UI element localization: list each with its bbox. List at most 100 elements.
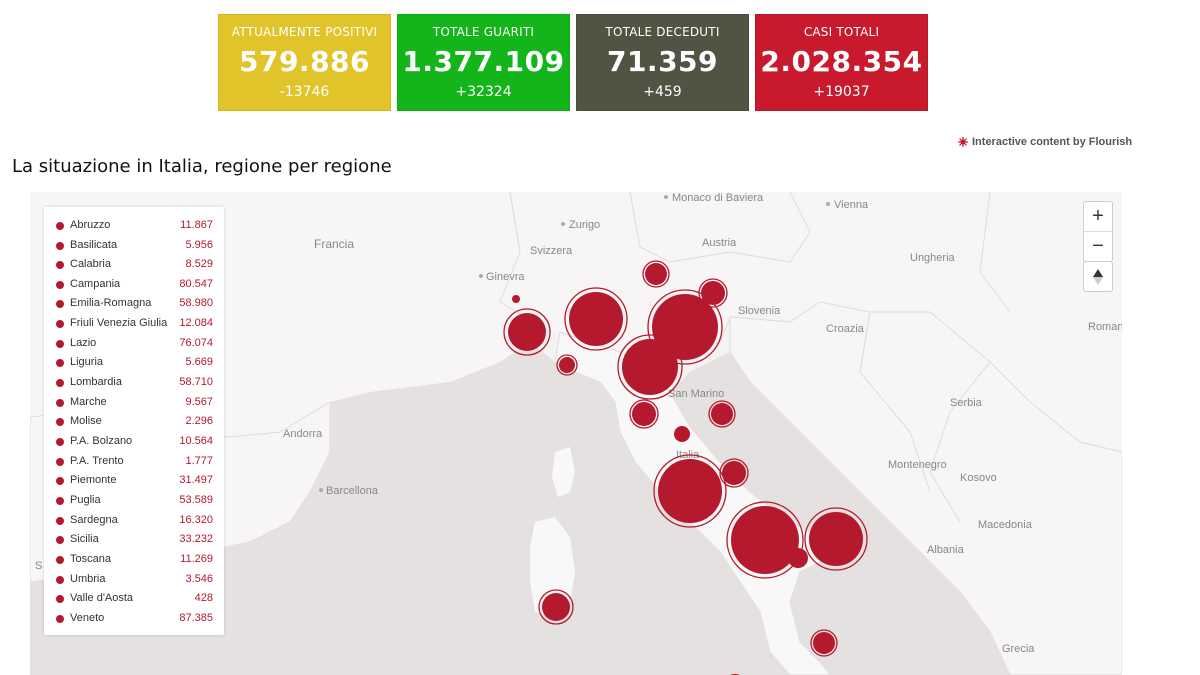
- place-label: Svizzera: [530, 245, 573, 257]
- legend-region-value: 11.269: [180, 553, 213, 565]
- stat-diff: +32324: [455, 84, 512, 100]
- place-label: Montenegro: [888, 459, 947, 471]
- legend-row-calabria[interactable]: Calabria 8.529: [44, 256, 224, 276]
- bubble-basilicata[interactable]: [788, 548, 808, 568]
- legend-dot: [56, 281, 64, 289]
- legend-region-name: Piemonte: [70, 474, 117, 486]
- legend-region-name: Sardegna: [70, 514, 118, 526]
- legend-row-bolzano[interactable]: P.A. Bolzano 10.564: [44, 433, 224, 453]
- stat-diff: -13746: [279, 84, 330, 100]
- bubble-liguria[interactable]: [556, 354, 578, 376]
- legend-region-value: 12.084: [179, 317, 213, 329]
- stat-label: CASI TOTALI: [803, 25, 880, 39]
- map-zoom-controls: + −: [1083, 201, 1113, 262]
- bubble-campania[interactable]: [726, 501, 804, 579]
- legend-region-value: 31.497: [179, 474, 213, 486]
- legend-row-piemonte[interactable]: Piemonte 31.497: [44, 472, 224, 492]
- legend-region-name: Friuli Venezia Giulia: [70, 317, 168, 329]
- compass-reset-button[interactable]: [1084, 262, 1112, 291]
- legend-row-sardegna[interactable]: Sardegna 16.320: [44, 512, 224, 532]
- zoom-divider: [1084, 231, 1112, 232]
- legend-row-valle-daosta[interactable]: Valle d'Aosta 428: [44, 590, 224, 610]
- flourish-credit-link[interactable]: Interactive content by Flourish: [958, 136, 1132, 148]
- legend-dot: [56, 497, 64, 505]
- legend-region-name: Valle d'Aosta: [70, 592, 134, 604]
- legend-row-friuli[interactable]: Friuli Venezia Giulia 12.084: [44, 315, 224, 335]
- legend-row-molise[interactable]: Molise 2.296: [44, 413, 224, 433]
- legend-row-liguria[interactable]: Liguria 5.669: [44, 354, 224, 374]
- stat-diff: +19037: [813, 84, 870, 100]
- stat-value: 1.377.109: [402, 45, 565, 78]
- compass-icon: [1093, 268, 1103, 285]
- bubble-friuli[interactable]: [698, 278, 728, 308]
- bubble-marche[interactable]: [708, 400, 736, 428]
- stat-value: 71.359: [606, 45, 719, 78]
- legend-row-emilia-romagna[interactable]: Emilia-Romagna 58.980: [44, 295, 224, 315]
- bubble-calabria[interactable]: [810, 629, 838, 657]
- legend-dot: [56, 458, 64, 466]
- place-label: Croazia: [826, 323, 865, 335]
- legend-dot: [56, 595, 64, 603]
- bubble-abruzzo[interactable]: [719, 458, 749, 488]
- bubble-valle-daosta[interactable]: [512, 295, 520, 303]
- bubble-umbria[interactable]: [674, 426, 690, 442]
- bubble-lazio[interactable]: [653, 454, 727, 528]
- legend-region-name: P.A. Bolzano: [70, 435, 133, 447]
- bubble-piemonte[interactable]: [503, 308, 551, 356]
- place-labels: Monaco di Baviera Vienna Zurigo Francia …: [35, 192, 1122, 655]
- bubble-bolzano[interactable]: [642, 260, 670, 288]
- stat-value: 2.028.354: [760, 45, 923, 78]
- legend-region-name: Toscana: [70, 553, 111, 565]
- stat-value: 579.886: [238, 45, 371, 78]
- place-label: San Marino: [668, 388, 724, 400]
- bubble-lombardia[interactable]: [564, 287, 628, 351]
- place-label: Romania: [1088, 321, 1122, 333]
- legend-region-name: Campania: [70, 278, 121, 290]
- bubble-veneto[interactable]: [647, 289, 723, 365]
- stat-label: ATTUALMENTE POSITIVI: [231, 25, 378, 39]
- legend-region-name: Lombardia: [70, 376, 122, 388]
- legend-row-campania[interactable]: Campania 80.547: [44, 276, 224, 296]
- place-label: Andorra: [283, 428, 323, 440]
- legend-region-name: Umbria: [70, 573, 106, 585]
- place-label: Francia: [314, 237, 354, 251]
- legend-region-value: 76.074: [179, 337, 213, 349]
- legend-row-lazio[interactable]: Lazio 76.074: [44, 335, 224, 355]
- legend-row-abruzzo[interactable]: Abruzzo 11.867: [44, 217, 224, 237]
- legend-row-trento[interactable]: P.A. Trento 1.777: [44, 453, 224, 473]
- legend-dot: [56, 379, 64, 387]
- legend-row-lombardia[interactable]: Lombardia 58.710: [44, 374, 224, 394]
- legend-dot: [56, 242, 64, 250]
- legend-region-value: 8.529: [185, 258, 213, 270]
- bubble-toscana[interactable]: [629, 399, 659, 429]
- legend-dot: [56, 615, 64, 623]
- legend-row-sicilia[interactable]: Sicilia 33.232: [44, 531, 224, 551]
- legend-row-umbria[interactable]: Umbria 3.546: [44, 571, 224, 591]
- stat-label: TOTALE DECEDUTI: [605, 25, 720, 39]
- zoom-out-button[interactable]: −: [1092, 235, 1104, 257]
- legend-region-value: 1.777: [185, 455, 213, 467]
- place-label: Ginevra: [486, 271, 525, 283]
- legend-row-basilicata[interactable]: Basilicata 5.956: [44, 237, 224, 257]
- zoom-in-button[interactable]: +: [1092, 205, 1104, 227]
- legend-dot: [56, 261, 64, 269]
- stat-diff: +459: [643, 84, 682, 100]
- legend-dot: [56, 438, 64, 446]
- place-label: Austria: [702, 237, 737, 249]
- bubble-puglia[interactable]: [804, 507, 868, 571]
- bubble-sardegna[interactable]: [538, 589, 574, 625]
- legend-row-veneto[interactable]: Veneto 87.385: [44, 610, 224, 630]
- legend-row-puglia[interactable]: Puglia 53.589: [44, 492, 224, 512]
- legend-region-value: 9.567: [185, 396, 213, 408]
- legend-row-marche[interactable]: Marche 9.567: [44, 394, 224, 414]
- stat-card-guariti: TOTALE GUARITI 1.377.109 +32324: [397, 14, 570, 111]
- map-reset-controls: [1083, 261, 1113, 292]
- legend-row-toscana[interactable]: Toscana 11.269: [44, 551, 224, 571]
- flourish-logo-icon: [958, 137, 968, 147]
- bubble-emilia-romagna[interactable]: [617, 334, 683, 400]
- legend-dot: [56, 399, 64, 407]
- legend-dot: [56, 536, 64, 544]
- legend-region-name: Emilia-Romagna: [70, 297, 152, 309]
- legend-region-value: 10.564: [179, 435, 213, 447]
- place-label: Monaco di Baviera: [672, 192, 764, 204]
